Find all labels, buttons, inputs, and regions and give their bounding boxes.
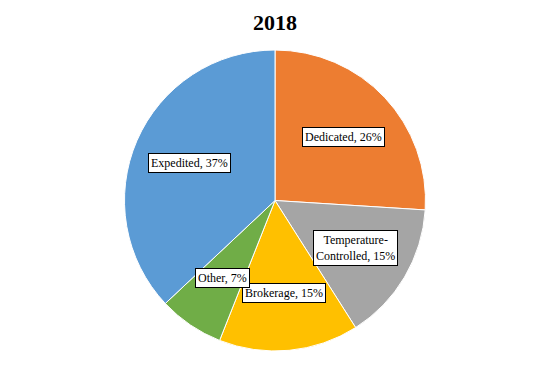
svg-text:Other, 7%: Other, 7% bbox=[198, 271, 247, 285]
svg-text:Dedicated, 26%: Dedicated, 26% bbox=[305, 130, 382, 144]
svg-text:Expedited, 37%: Expedited, 37% bbox=[151, 156, 228, 170]
svg-text:2018: 2018 bbox=[253, 10, 297, 35]
svg-text:Temperature-Controlled, 15%: Temperature-Controlled, 15% bbox=[316, 233, 395, 263]
svg-text:Brokerage, 15%: Brokerage, 15% bbox=[245, 286, 323, 300]
